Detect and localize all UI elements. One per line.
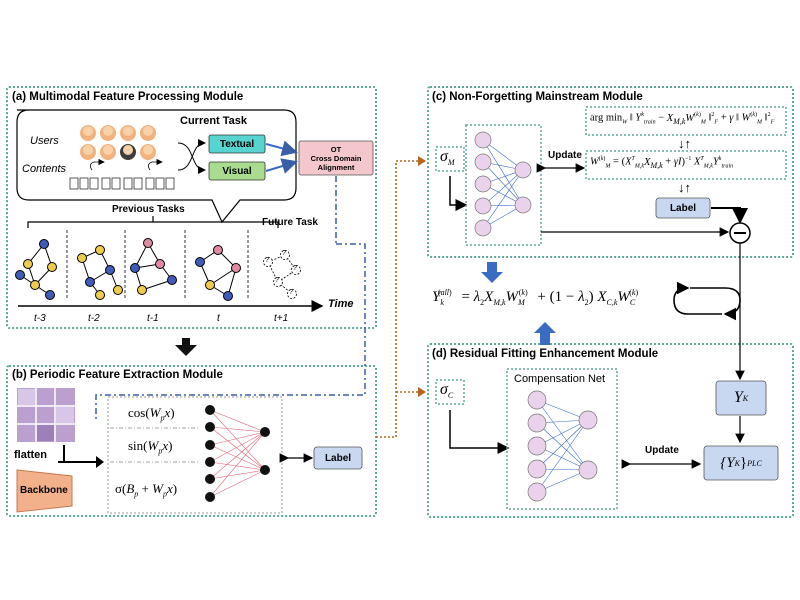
yk-plc-sub: K [734, 458, 740, 468]
graph-t-minus-3 [15, 239, 57, 300]
label-c-text: Label [669, 202, 697, 214]
content-documents [69, 177, 175, 190]
cos-fn: cos( [128, 405, 150, 420]
previous-tasks-brace [27, 216, 279, 228]
ot-line3: Alignment [317, 162, 355, 172]
sigma-feature: σ(Bp + Wpx) [115, 481, 178, 499]
compensation-network [527, 390, 598, 502]
sigma-c-symbol: σ [440, 381, 448, 398]
yk-box [715, 380, 767, 416]
yk-plc-box [703, 445, 779, 481]
panel-b-title: (b) Periodic Feature Extraction Module [12, 369, 223, 381]
sigma-m-sub: M [447, 158, 455, 168]
unknown-node-2: ? [282, 250, 286, 257]
argmin-formula: arg minW ‖ Yktrain − XM,kW(k)M ‖2F + γ ‖… [590, 112, 775, 126]
visual-label: Visual [222, 165, 252, 177]
graph-t-plus-1 [263, 250, 301, 299]
a-to-b-arrow [175, 338, 197, 356]
feature-grid-image [17, 388, 75, 442]
textual-box [208, 134, 266, 154]
closed-form-formula: W(k)M = (XTM,kXM,k + γI)−1 XTM,kYktrain [590, 156, 734, 170]
label-b-text: Label [324, 452, 352, 464]
previous-tasks-label: Previous Tasks [112, 204, 185, 215]
backbone-trapezoid [16, 469, 73, 513]
compensation-net-box [506, 368, 618, 510]
tick-t: t [217, 313, 220, 324]
cos-feature: cos(Wpx) [128, 405, 175, 423]
update-c-label: Update [548, 150, 582, 161]
sigma-c-sub: C [447, 391, 454, 401]
d-to-eq-arrow [534, 322, 556, 345]
graph-t-minus-2 [77, 245, 123, 300]
yk-plc-open: {Y [720, 454, 735, 471]
combined-output-equation: Yk(all) = λ2XM,kWM(k) + (1 − λ2) XC,kWC(… [432, 288, 639, 307]
sigma-c-box [435, 379, 465, 405]
cycle-icon [673, 281, 741, 321]
panel-a [6, 86, 377, 329]
yk-plc-text: {Y K} PLC [704, 446, 778, 480]
tick-t-minus-1: t-1 [147, 313, 159, 324]
yk-plc-close: } [739, 454, 748, 471]
mainstream-net-box [465, 124, 542, 246]
mainstream-network [474, 131, 532, 237]
panel-b [6, 365, 377, 517]
sin-feature: sin(Wpx) [128, 438, 173, 456]
users-label: Users [30, 135, 59, 147]
unknown-node-3: ? [293, 265, 297, 272]
updown-arrow-2: ↓↑ [678, 180, 691, 195]
future-task-label: Future Task [262, 217, 318, 228]
c-to-eq-arrow [481, 262, 503, 283]
panel-c [427, 86, 794, 258]
panel-c-title: (c) Non-Forgetting Mainstream Module [432, 91, 643, 103]
tick-t-plus-1: t+1 [274, 313, 289, 324]
ot-to-backbone-dash [95, 176, 366, 420]
graph-t-minus-1 [130, 238, 177, 295]
panel-d [427, 343, 794, 518]
graph-t [195, 245, 241, 301]
ot-line1: OT [330, 144, 342, 154]
sigma-m-box [435, 146, 465, 172]
yk-sub: K [742, 393, 749, 403]
ot-label: OT Cross Domain Alignment [299, 141, 373, 175]
unknown-node-4: ? [275, 277, 279, 284]
plc-sub: PLC [747, 458, 762, 468]
current-task-label: Current Task [180, 115, 248, 127]
update-d-label: Update [645, 445, 679, 456]
tick-t-minus-2: t-2 [88, 313, 100, 324]
ot-alignment-box [298, 140, 374, 176]
sigma-fn: σ( [115, 481, 127, 496]
sigma-c: σC [440, 381, 453, 400]
panel-a-title: (a) Multimodal Feature Processing Module [12, 91, 244, 103]
textual-label: Textual [219, 138, 255, 150]
sigma-m: σM [440, 148, 455, 167]
updown-arrow-1: ↓↑ [678, 136, 691, 151]
closed-form-box [585, 150, 787, 180]
visual-box [208, 161, 266, 181]
contents-label: Contents [22, 163, 67, 175]
flatten-label: flatten [14, 449, 47, 461]
ot-line2: Cross Domain [310, 153, 362, 163]
sigma-m-symbol: σ [440, 148, 448, 165]
tick-t-minus-3: t-3 [34, 313, 46, 324]
label-box-b [313, 446, 363, 470]
periodic-network [209, 409, 266, 498]
yk-symbol: Y [733, 389, 743, 406]
unknown-node-1: ? [265, 257, 269, 264]
brown-connector [376, 160, 425, 438]
unknown-node-5: ? [289, 289, 293, 296]
time-label: Time [328, 298, 354, 310]
panel-d-title: (d) Residual Fitting Enhancement Module [432, 348, 659, 360]
label-box-c [655, 197, 711, 219]
argmin-formula-box [585, 106, 787, 136]
backbone-label: Backbone [20, 485, 68, 496]
compensation-net-label: Compensation Net [514, 373, 606, 385]
user-avatars [80, 125, 156, 160]
sin-fn: sin( [128, 438, 148, 453]
